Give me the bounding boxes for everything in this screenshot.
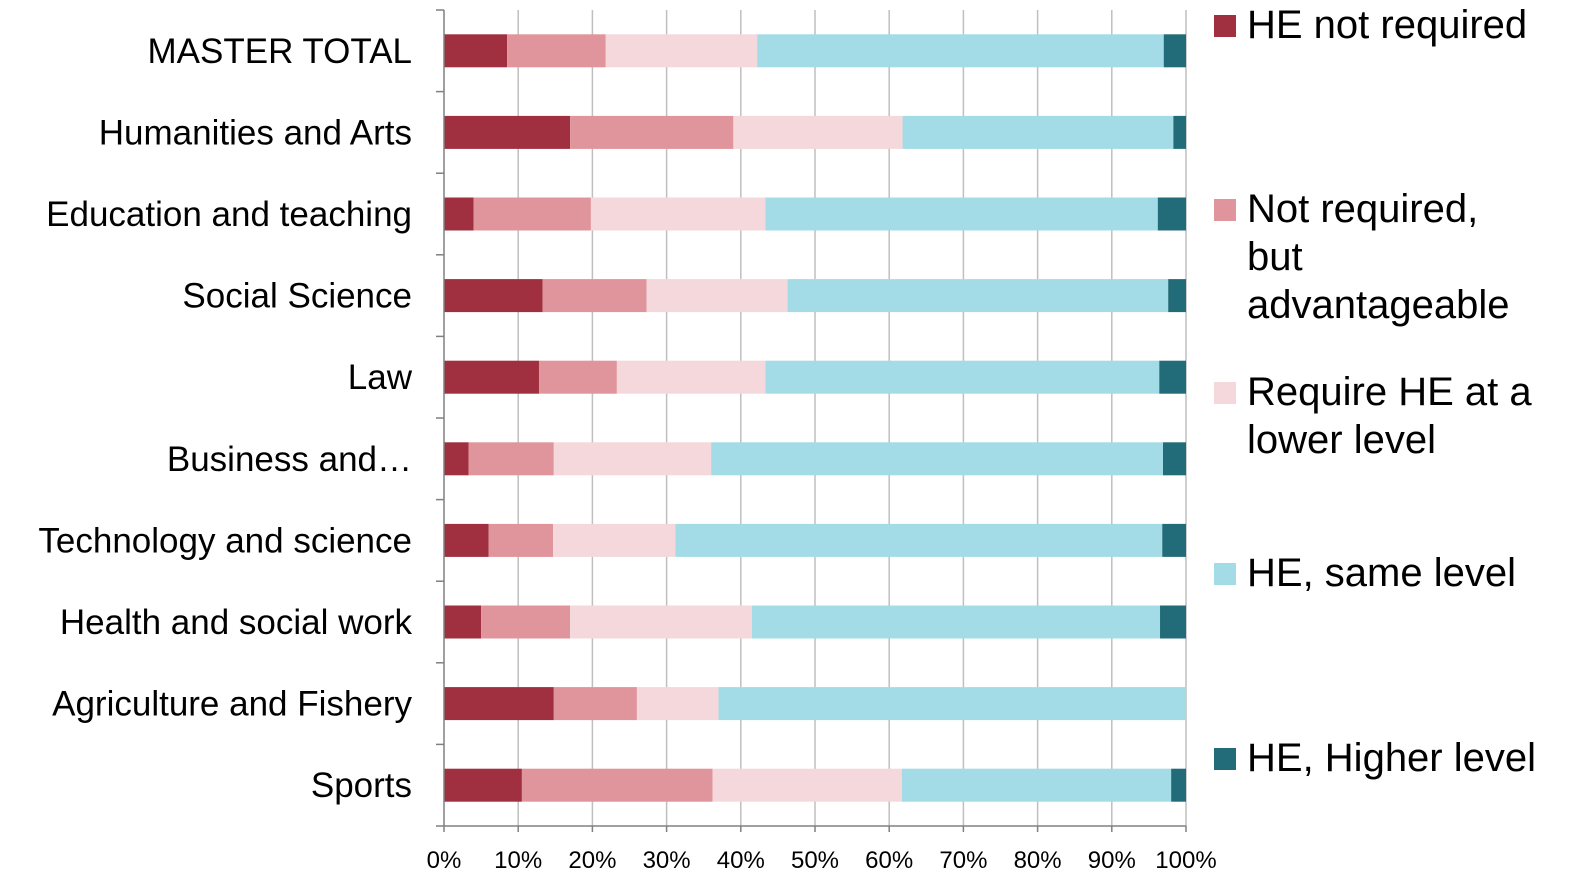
axes <box>436 9 1187 832</box>
bar-segment <box>1160 605 1186 639</box>
category-label: Law <box>348 358 413 397</box>
bar-segment <box>570 605 752 639</box>
x-tick-labels: 0% 10% 20% 30% 40% 50% 60% 70% 80% 90% 100% <box>427 847 1217 874</box>
bar-segment <box>733 115 903 149</box>
x-tick-label: 100% <box>1155 847 1216 874</box>
category-label: Agriculture and Fishery <box>52 685 412 724</box>
bar-segment <box>444 605 482 639</box>
bar-segment <box>507 34 606 68</box>
bar-segment <box>521 768 713 802</box>
category-label: Humanities and Arts <box>99 113 412 152</box>
x-tick-label: 60% <box>865 847 913 874</box>
bar-segment <box>757 34 1164 68</box>
legend-swatch <box>1214 199 1236 221</box>
bar-segment <box>473 197 591 231</box>
bar-segment <box>553 442 712 476</box>
bar-segment <box>787 279 1169 313</box>
legend-label: HE not required <box>1247 3 1527 47</box>
legend-label: lower level <box>1247 418 1436 462</box>
legend-label: HE, same level <box>1247 551 1516 595</box>
category-label: Sports <box>311 766 412 805</box>
bar-segment <box>1163 34 1186 68</box>
bar-segment <box>444 279 543 313</box>
bar-segment <box>553 523 676 557</box>
legend-swatch <box>1214 748 1236 770</box>
bar-segment <box>444 34 508 68</box>
legend-label: HE, Higher level <box>1247 736 1536 780</box>
bar-segment <box>901 768 1172 802</box>
bar-segment <box>765 197 1158 231</box>
bar-segment <box>553 687 637 721</box>
bar-segment <box>1168 279 1186 313</box>
bar-segment <box>590 197 766 231</box>
bar-segment <box>444 687 554 721</box>
legend-swatch <box>1214 15 1236 37</box>
bar-segment <box>675 523 1163 557</box>
bar-segment <box>605 34 758 68</box>
bar-segment <box>542 279 647 313</box>
bar-segment <box>636 687 719 721</box>
bar-segment <box>444 523 489 557</box>
bar-segment <box>1159 360 1186 394</box>
bar-segment <box>902 115 1174 149</box>
bar-segment <box>444 197 474 231</box>
x-tick-label: 90% <box>1088 847 1136 874</box>
bar-segment <box>444 360 539 394</box>
bar-segment <box>1173 115 1186 149</box>
x-tick-label: 10% <box>494 847 542 874</box>
legend-label: Not required, <box>1247 187 1478 231</box>
bar-segment <box>751 605 1161 639</box>
legend-label: but <box>1247 235 1303 279</box>
x-tick-label: 70% <box>939 847 987 874</box>
bar-segment <box>646 279 788 313</box>
bar-segment <box>711 442 1163 476</box>
bar-segment <box>538 360 617 394</box>
category-label: Social Science <box>182 277 412 316</box>
bar-segment <box>444 768 522 802</box>
legend: HE not required Not required,butadvantage… <box>1214 3 1536 780</box>
bar-segment <box>1171 768 1186 802</box>
bar-segment <box>488 523 554 557</box>
bar-segment <box>570 115 734 149</box>
bar-segment <box>1162 523 1186 557</box>
legend-label: Require HE at a <box>1247 370 1532 414</box>
bar-segment <box>718 687 1186 721</box>
bar-segment <box>616 360 766 394</box>
category-label: Education and teaching <box>46 195 412 234</box>
x-tick-label: 80% <box>1014 847 1062 874</box>
bar-segment <box>1162 442 1186 476</box>
legend-swatch <box>1214 563 1236 585</box>
bar-segment <box>468 442 554 476</box>
legend-swatch <box>1214 382 1236 404</box>
category-labels: MASTER TOTAL Humanities and Arts Education… <box>38 32 412 805</box>
x-tick-label: 40% <box>717 847 765 874</box>
bar-segment <box>444 442 469 476</box>
bar-segment <box>765 360 1160 394</box>
legend-label: advantageable <box>1247 283 1509 327</box>
bar-segment <box>444 115 571 149</box>
category-label: Health and social work <box>60 603 413 642</box>
category-label: Technology and science <box>38 521 412 560</box>
x-tick-label: 30% <box>643 847 691 874</box>
category-label: Business and… <box>167 440 412 479</box>
bar-segment <box>712 768 902 802</box>
x-tick-label: 20% <box>568 847 616 874</box>
bar-segment <box>481 605 571 639</box>
bar-segment <box>1157 197 1186 231</box>
x-tick-label: 0% <box>427 847 462 874</box>
bars <box>444 34 1186 802</box>
category-label: MASTER TOTAL <box>148 32 413 71</box>
x-tick-label: 50% <box>791 847 839 874</box>
